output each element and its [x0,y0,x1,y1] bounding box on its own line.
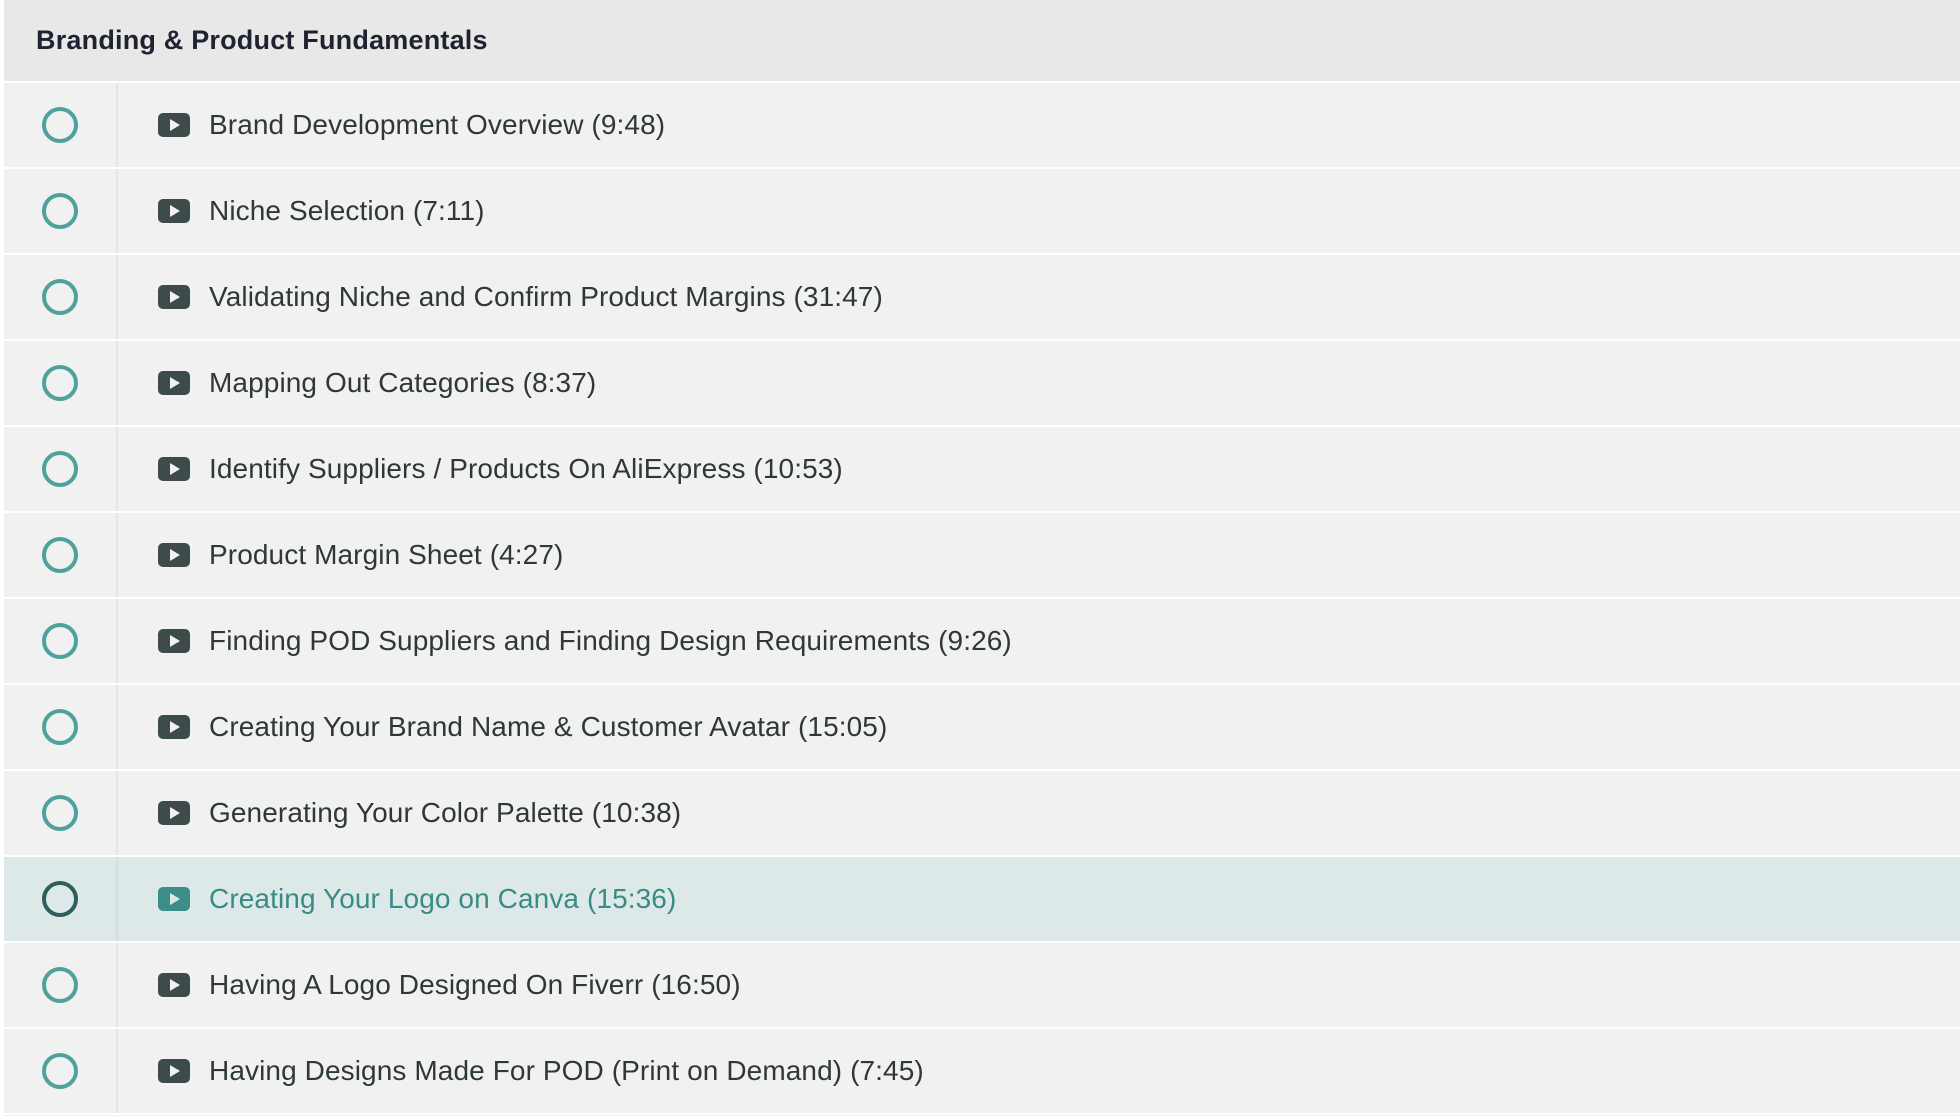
video-play-icon [158,371,190,395]
incomplete-circle-icon[interactable] [42,193,78,229]
lecture-row[interactable]: Having Designs Made For POD (Print on De… [4,1029,1960,1115]
lecture-title: Creating Your Brand Name & Customer Avat… [209,711,888,742]
lecture-title: Having A Logo Designed On Fiverr (16:50) [209,969,741,1000]
lecture-status-cell [4,513,118,597]
video-play-icon [158,285,190,309]
incomplete-circle-icon[interactable] [42,967,78,1003]
lecture-link[interactable]: Identify Suppliers / Products On AliExpr… [118,427,843,511]
incomplete-circle-icon[interactable] [42,1053,78,1089]
lecture-link[interactable]: Generating Your Color Palette (10:38) [118,771,681,855]
lecture-list: Brand Development Overview (9:48) Niche S… [4,83,1960,1115]
lecture-status-cell [4,771,118,855]
video-play-icon [158,973,190,997]
lecture-link[interactable]: Having Designs Made For POD (Print on De… [118,1029,924,1113]
video-play-icon [158,199,190,223]
lecture-status-cell [4,943,118,1027]
lecture-row[interactable]: Having A Logo Designed On Fiverr (16:50) [4,943,1960,1029]
video-play-icon [158,629,190,653]
incomplete-circle-icon[interactable] [42,537,78,573]
lecture-status-cell [4,427,118,511]
lecture-status-cell [4,857,118,941]
lecture-row[interactable]: Mapping Out Categories (8:37) [4,341,1960,427]
video-play-icon [158,1059,190,1083]
lecture-row[interactable]: Generating Your Color Palette (10:38) [4,771,1960,857]
lecture-link[interactable]: Product Margin Sheet (4:27) [118,513,563,597]
lecture-status-cell [4,599,118,683]
lecture-title: Product Margin Sheet (4:27) [209,539,564,570]
lecture-status-cell [4,341,118,425]
lecture-title: Mapping Out Categories (8:37) [209,367,597,398]
lecture-status-cell [4,169,118,253]
lecture-link[interactable]: Having A Logo Designed On Fiverr (16:50) [118,943,741,1027]
lecture-row[interactable]: Product Margin Sheet (4:27) [4,513,1960,599]
video-play-icon [158,113,190,137]
section-title: Branding & Product Fundamentals [36,25,488,55]
incomplete-circle-icon[interactable] [42,881,78,917]
lecture-link[interactable]: Brand Development Overview (9:48) [118,83,665,167]
lecture-row[interactable]: Niche Selection (7:11) [4,169,1960,255]
video-play-icon [158,887,190,911]
incomplete-circle-icon[interactable] [42,623,78,659]
lecture-link[interactable]: Validating Niche and Confirm Product Mar… [118,255,883,339]
video-play-icon [158,715,190,739]
video-play-icon [158,457,190,481]
lecture-status-cell [4,685,118,769]
incomplete-circle-icon[interactable] [42,279,78,315]
lecture-title: Identify Suppliers / Products On AliExpr… [209,453,843,484]
lecture-status-cell [4,255,118,339]
lecture-row[interactable]: Finding POD Suppliers and Finding Design… [4,599,1960,685]
lecture-title: Creating Your Logo on Canva (15:36) [209,883,677,914]
lecture-status-cell [4,83,118,167]
lecture-title: Brand Development Overview (9:48) [209,109,666,140]
lecture-row[interactable]: Creating Your Logo on Canva (15:36) [4,857,1960,943]
video-play-icon [158,543,190,567]
incomplete-circle-icon[interactable] [42,709,78,745]
lecture-link[interactable]: Mapping Out Categories (8:37) [118,341,596,425]
section-header: Branding & Product Fundamentals [4,0,1960,83]
lecture-title: Finding POD Suppliers and Finding Design… [209,625,1012,656]
lecture-status-cell [4,1029,118,1113]
lecture-row[interactable]: Creating Your Brand Name & Customer Avat… [4,685,1960,771]
lecture-link[interactable]: Finding POD Suppliers and Finding Design… [118,599,1012,683]
incomplete-circle-icon[interactable] [42,107,78,143]
course-section: Branding & Product Fundamentals Brand De… [4,0,1960,1116]
lecture-title: Validating Niche and Confirm Product Mar… [209,281,883,312]
incomplete-circle-icon[interactable] [42,451,78,487]
lecture-link[interactable]: Creating Your Logo on Canva (15:36) [118,857,676,941]
lecture-title: Niche Selection (7:11) [209,195,485,226]
incomplete-circle-icon[interactable] [42,365,78,401]
incomplete-circle-icon[interactable] [42,795,78,831]
video-play-icon [158,801,190,825]
lecture-link[interactable]: Creating Your Brand Name & Customer Avat… [118,685,887,769]
lecture-row[interactable]: Identify Suppliers / Products On AliExpr… [4,427,1960,513]
lecture-link[interactable]: Niche Selection (7:11) [118,169,485,253]
lecture-title: Generating Your Color Palette (10:38) [209,797,682,828]
lecture-row[interactable]: Brand Development Overview (9:48) [4,83,1960,169]
lecture-row[interactable]: Validating Niche and Confirm Product Mar… [4,255,1960,341]
lecture-title: Having Designs Made For POD (Print on De… [209,1055,924,1086]
